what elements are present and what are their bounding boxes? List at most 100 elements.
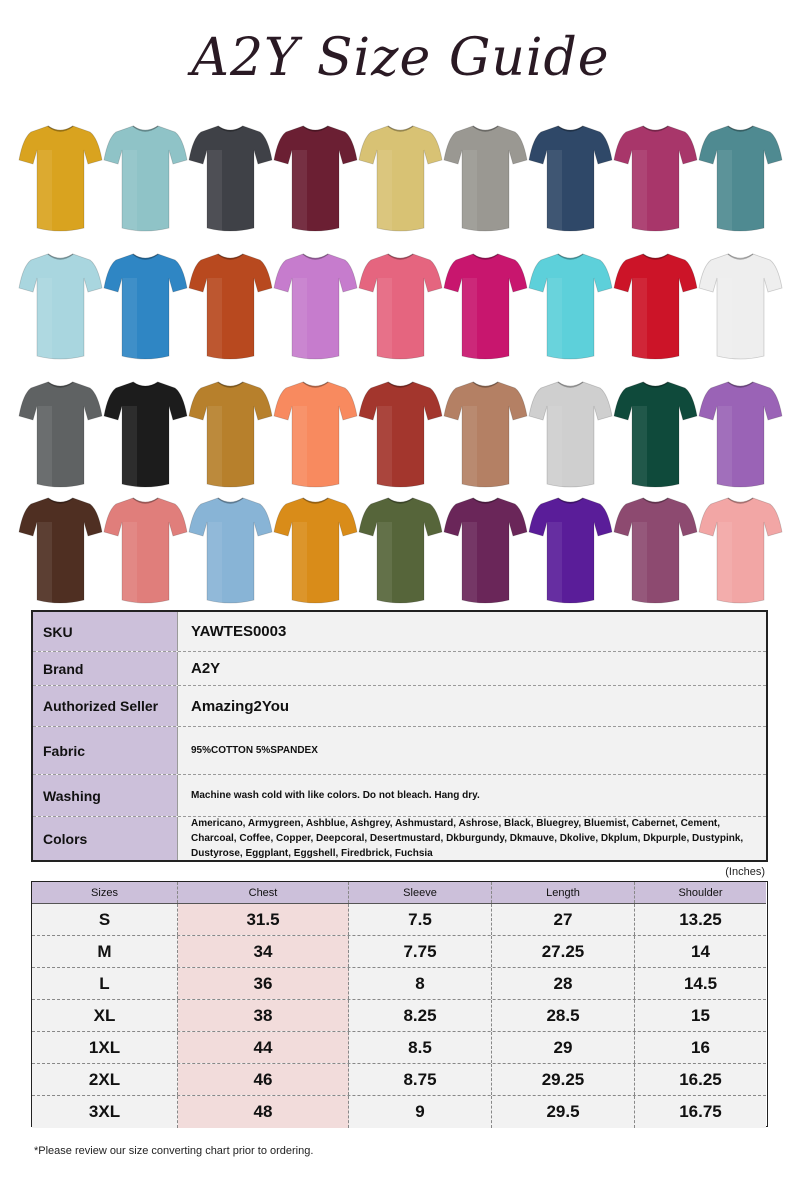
tshirt-swatch	[103, 248, 188, 362]
tshirt-swatch	[443, 120, 528, 234]
cell-sleeve: 8.5	[349, 1032, 492, 1063]
cell-sleeve: 8.25	[349, 1000, 492, 1031]
cell-shoulder: 16	[691, 1037, 710, 1057]
cell-length: 28.5	[492, 1000, 635, 1031]
cell-sleeve: 9	[349, 1096, 492, 1128]
tshirt-swatch	[698, 376, 783, 490]
info-value-brand: A2Y	[191, 660, 221, 677]
cell-chest: 38	[178, 1000, 349, 1031]
cell-shoulder: 16.25	[679, 1069, 722, 1089]
unit-label: (Inches)	[725, 866, 765, 878]
shirt-color-gallery	[18, 120, 783, 606]
tshirt-swatch	[18, 492, 103, 606]
info-row-sku: SKU YAWTES0003	[33, 612, 766, 652]
cell-shoulder: 14.5	[683, 973, 718, 993]
table-row: L 36 8 28 14.5	[32, 968, 766, 1000]
cell-shoulder: 14	[691, 941, 710, 961]
header-sleeve: Sleeve	[349, 882, 492, 903]
cell-chest: 44	[178, 1032, 349, 1063]
table-row: XL 38 8.25 28.5 15	[32, 1000, 766, 1032]
cell-size: S	[32, 904, 178, 935]
info-label: SKU	[33, 612, 178, 651]
header-length: Length	[492, 882, 635, 903]
tshirt-swatch	[18, 248, 103, 362]
shirt-row	[18, 120, 783, 234]
header-chest: Chest	[178, 882, 349, 903]
info-row-fabric: Fabric 95%COTTON 5%SPANDEX	[33, 727, 766, 775]
cell-length: 29	[492, 1032, 635, 1063]
cell-length: 29.25	[492, 1064, 635, 1095]
cell-length: 28	[492, 968, 635, 999]
tshirt-swatch	[358, 120, 443, 234]
info-value-colors: Americano, Armygreen, Ashblue, Ashgrey, …	[191, 818, 744, 859]
tshirt-swatch	[443, 492, 528, 606]
cell-sleeve: 8	[349, 968, 492, 999]
tshirt-swatch	[443, 376, 528, 490]
tshirt-swatch	[188, 492, 273, 606]
shirt-row	[18, 492, 783, 606]
cell-length: 29.5	[492, 1096, 635, 1128]
tshirt-swatch	[613, 492, 698, 606]
cell-sleeve: 7.5	[349, 904, 492, 935]
info-label: Authorized Seller	[33, 686, 178, 726]
shirt-row	[18, 376, 783, 490]
tshirt-swatch	[188, 376, 273, 490]
cell-shoulder: 16.75	[679, 1102, 722, 1121]
product-info-table: SKU YAWTES0003 Brand A2Y Authorized Sell…	[31, 610, 768, 862]
tshirt-swatch	[528, 492, 613, 606]
cell-chest: 48	[178, 1096, 349, 1128]
table-row: M 34 7.75 27.25 14	[32, 936, 766, 968]
tshirt-swatch	[528, 248, 613, 362]
info-value-seller: Amazing2You	[191, 697, 290, 715]
table-row: 2XL 46 8.75 29.25 16.25	[32, 1064, 766, 1096]
info-label: Colors	[33, 817, 178, 860]
cell-size: XL	[32, 1000, 178, 1031]
tshirt-swatch	[18, 376, 103, 490]
cell-length: 27.25	[492, 936, 635, 967]
size-chart-header: Sizes Chest Sleeve Length Shoulder	[32, 882, 766, 904]
tshirt-swatch	[273, 120, 358, 234]
cell-size: M	[32, 936, 178, 967]
tshirt-swatch	[273, 376, 358, 490]
tshirt-swatch	[273, 492, 358, 606]
info-row-seller: Authorized Seller Amazing2You	[33, 686, 766, 727]
cell-shoulder: 13.25	[679, 909, 722, 929]
cell-length: 27	[492, 904, 635, 935]
cell-size: 2XL	[32, 1064, 178, 1095]
info-value-sku: YAWTES0003	[191, 623, 287, 640]
header-shoulder: Shoulder	[678, 886, 723, 899]
tshirt-swatch	[273, 248, 358, 362]
cell-size: 1XL	[32, 1032, 178, 1063]
tshirt-swatch	[528, 120, 613, 234]
tshirt-swatch	[698, 492, 783, 606]
info-row-washing: Washing Machine wash cold with like colo…	[33, 775, 766, 817]
tshirt-swatch	[103, 492, 188, 606]
page-title: A2Y Size Guide	[191, 28, 610, 88]
tshirt-swatch	[613, 120, 698, 234]
tshirt-swatch	[443, 248, 528, 362]
cell-size: L	[32, 968, 178, 999]
tshirt-swatch	[528, 376, 613, 490]
table-row: 1XL 44 8.5 29 16	[32, 1032, 766, 1064]
tshirt-swatch	[613, 376, 698, 490]
cell-chest: 36	[178, 968, 349, 999]
shirt-row	[18, 248, 783, 362]
info-label: Brand	[33, 652, 178, 685]
cell-chest: 46	[178, 1064, 349, 1095]
cell-shoulder: 15	[691, 1005, 710, 1025]
tshirt-swatch	[188, 248, 273, 362]
table-row: 3XL 48 9 29.5 16.75	[32, 1096, 766, 1128]
tshirt-swatch	[698, 248, 783, 362]
info-value-washing: Machine wash cold with like colors. Do n…	[191, 790, 480, 801]
cell-chest: 31.5	[178, 904, 349, 935]
info-label: Washing	[33, 775, 178, 816]
cell-sleeve: 8.75	[349, 1064, 492, 1095]
tshirt-swatch	[698, 120, 783, 234]
header-sizes: Sizes	[32, 882, 178, 903]
info-label: Fabric	[33, 727, 178, 774]
tshirt-swatch	[188, 120, 273, 234]
tshirt-swatch	[358, 376, 443, 490]
footnote: *Please review our size converting chart…	[34, 1145, 314, 1157]
cell-chest: 34	[178, 936, 349, 967]
size-chart-table: Sizes Chest Sleeve Length Shoulder S 31.5…	[31, 881, 768, 1128]
